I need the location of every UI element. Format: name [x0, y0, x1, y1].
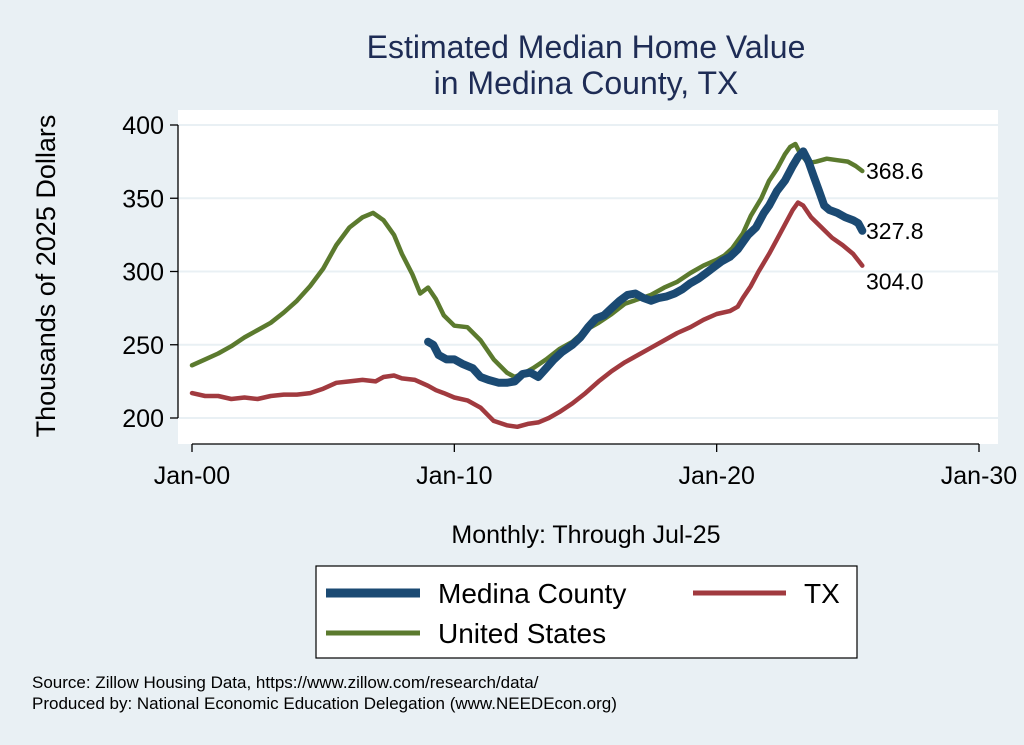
y-tick-label-350: 350: [122, 185, 164, 213]
y-tick-label-250: 250: [122, 332, 164, 360]
y-tick-label-300: 300: [122, 259, 164, 287]
legend: Medina County TX United States: [315, 565, 858, 659]
source-note: Source: Zillow Housing Data, https://www…: [32, 673, 539, 692]
series-line-tx: [189, 200, 865, 430]
x-tick-label-Jan-30: Jan-30: [941, 462, 1017, 490]
end-label-medina: 327.8: [866, 218, 924, 244]
chart-title-line-2: in Medina County, TX: [434, 65, 739, 101]
producer-note: Produced by: National Economic Education…: [32, 694, 617, 713]
legend-box: [315, 565, 858, 659]
y-axis-title: Thousands of 2025 Dollars: [31, 115, 61, 438]
series-line-united-states: [189, 141, 865, 380]
x-tick-label-Jan-20: Jan-20: [678, 462, 754, 490]
x-tick-label-Jan-10: Jan-10: [416, 462, 492, 490]
y-tick-label-200: 200: [122, 405, 164, 433]
series-lines: [189, 141, 867, 430]
x-tick-label-Jan-00: Jan-00: [154, 462, 230, 490]
chart-title-line-1: Estimated Median Home Value: [367, 29, 806, 65]
x-axis-title: Monthly: Through Jul-25: [451, 521, 720, 549]
axes: 200 250 300 350 400 Jan-00 Jan-10 Jan-20 Jan-30: [122, 112, 1017, 490]
legend-label-us: United States: [438, 618, 606, 649]
end-label-tx: 304.0: [866, 269, 924, 295]
series-line-medina-county: [424, 147, 867, 387]
gridlines: [178, 124, 998, 419]
chart-labels: 368.6 327.8 304.0: [866, 158, 924, 295]
y-tick-label-400: 400: [122, 112, 164, 140]
legend-label-medina: Medina County: [438, 578, 626, 609]
legend-label-tx: TX: [804, 578, 840, 609]
end-label-us: 368.6: [866, 158, 924, 184]
